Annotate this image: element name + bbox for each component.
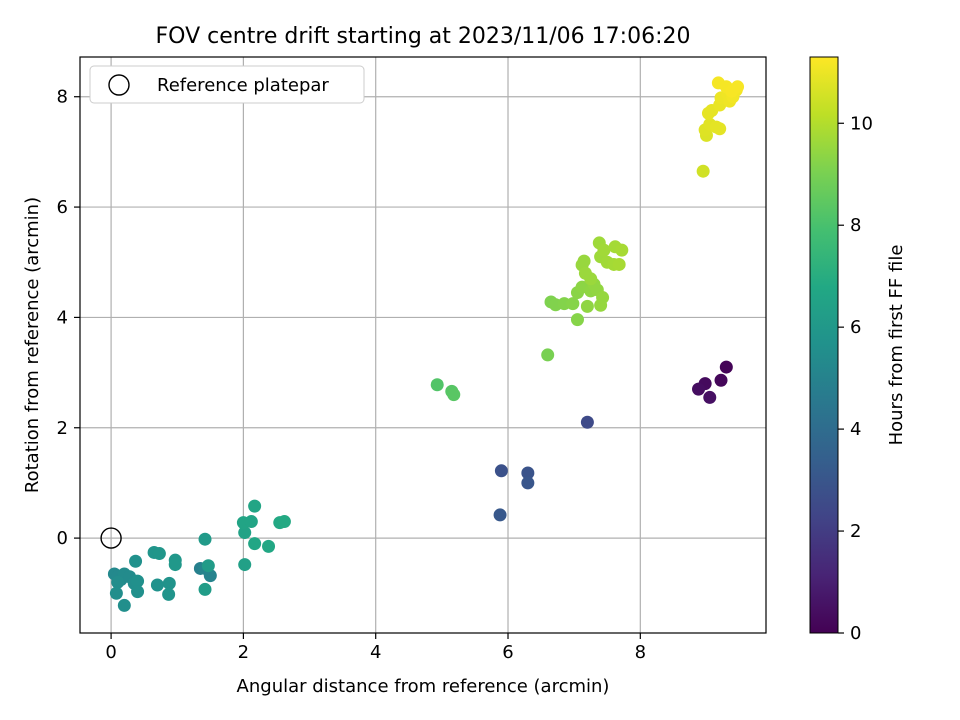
- data-point: [584, 272, 598, 286]
- colorbar-tick-label: 6: [850, 317, 861, 338]
- data-point: [566, 297, 580, 311]
- data-point: [131, 585, 145, 599]
- data-point: [162, 587, 176, 601]
- data-point: [111, 575, 125, 589]
- data-point: [731, 80, 745, 94]
- data-point: [570, 313, 584, 327]
- data-point: [580, 299, 594, 313]
- data-point: [244, 515, 258, 529]
- data-point: [262, 539, 276, 553]
- data-point: [719, 360, 733, 374]
- data-point: [277, 515, 291, 529]
- data-point: [596, 291, 610, 305]
- data-point: [615, 243, 629, 257]
- data-point: [714, 373, 728, 387]
- x-tick-label: 8: [635, 642, 646, 663]
- data-point: [696, 164, 710, 178]
- x-tick-label: 6: [502, 642, 513, 663]
- data-point: [198, 582, 212, 596]
- reference-marker: [100, 527, 122, 549]
- data-point: [597, 243, 611, 257]
- y-tick-label: 2: [57, 418, 68, 439]
- y-tick-label: 4: [57, 307, 68, 328]
- colorbar-tick-label: 10: [850, 113, 873, 134]
- data-point: [238, 526, 252, 540]
- data-point: [162, 576, 176, 590]
- data-point: [692, 382, 706, 396]
- data-point: [198, 532, 212, 546]
- legend-box: [89, 65, 365, 104]
- data-point: [521, 466, 535, 480]
- x-tick-label: 4: [370, 642, 381, 663]
- x-tick-label: 0: [105, 642, 116, 663]
- data-point: [248, 537, 262, 551]
- data-point: [248, 499, 262, 513]
- data-point: [109, 586, 123, 600]
- x-tick-label: 2: [238, 642, 249, 663]
- legend: Reference platepar: [89, 65, 365, 104]
- colorbar-ticks: 0 2 4 6 8 10: [838, 113, 873, 644]
- data-point: [430, 378, 444, 392]
- colorbar: 0 2 4 6 8 10 Hours from first FF file: [809, 56, 907, 644]
- chart-title: FOV centre drift starting at 2023/11/06 …: [156, 24, 691, 49]
- data-point: [150, 578, 164, 592]
- y-axis-label: Rotation from reference (arcmin): [22, 197, 43, 493]
- x-axis-label: Angular distance from reference (arcmin): [237, 676, 610, 697]
- colorbar-tick-label: 8: [850, 215, 861, 236]
- grid-lines: [80, 57, 766, 633]
- plot-frame: [79, 56, 767, 634]
- data-point: [201, 559, 215, 573]
- legend-circle-icon: [108, 74, 130, 96]
- y-tick-label: 8: [57, 87, 68, 108]
- data-point: [577, 254, 591, 268]
- data-point: [713, 122, 727, 136]
- data-point: [580, 415, 594, 429]
- data-point: [703, 390, 717, 404]
- data-point: [494, 464, 508, 478]
- y-tick-label: 0: [57, 528, 68, 549]
- data-point: [129, 554, 143, 568]
- x-axis-ticks: 0 2 4 6 8: [105, 633, 646, 663]
- colorbar-label: Hours from first FF file: [886, 245, 907, 446]
- data-point: [493, 508, 507, 522]
- legend-entry-reference: Reference platepar: [157, 75, 329, 96]
- data-point: [541, 348, 555, 362]
- data-point: [131, 574, 145, 588]
- data-point: [612, 257, 626, 271]
- data-point: [521, 476, 535, 490]
- data-point: [238, 558, 252, 572]
- data-points: [107, 76, 745, 612]
- colorbar-gradient: [809, 56, 839, 634]
- data-point: [168, 558, 182, 572]
- colorbar-tick-label: 4: [850, 419, 861, 440]
- data-point: [117, 598, 131, 612]
- y-tick-label: 6: [57, 197, 68, 218]
- colorbar-tick-label: 0: [850, 623, 861, 644]
- data-point: [447, 388, 461, 402]
- y-axis-ticks: 0 2 4 6 8: [57, 87, 80, 549]
- data-point: [152, 547, 166, 561]
- colorbar-tick-label: 2: [850, 521, 861, 542]
- reference-circle-icon: [100, 527, 122, 549]
